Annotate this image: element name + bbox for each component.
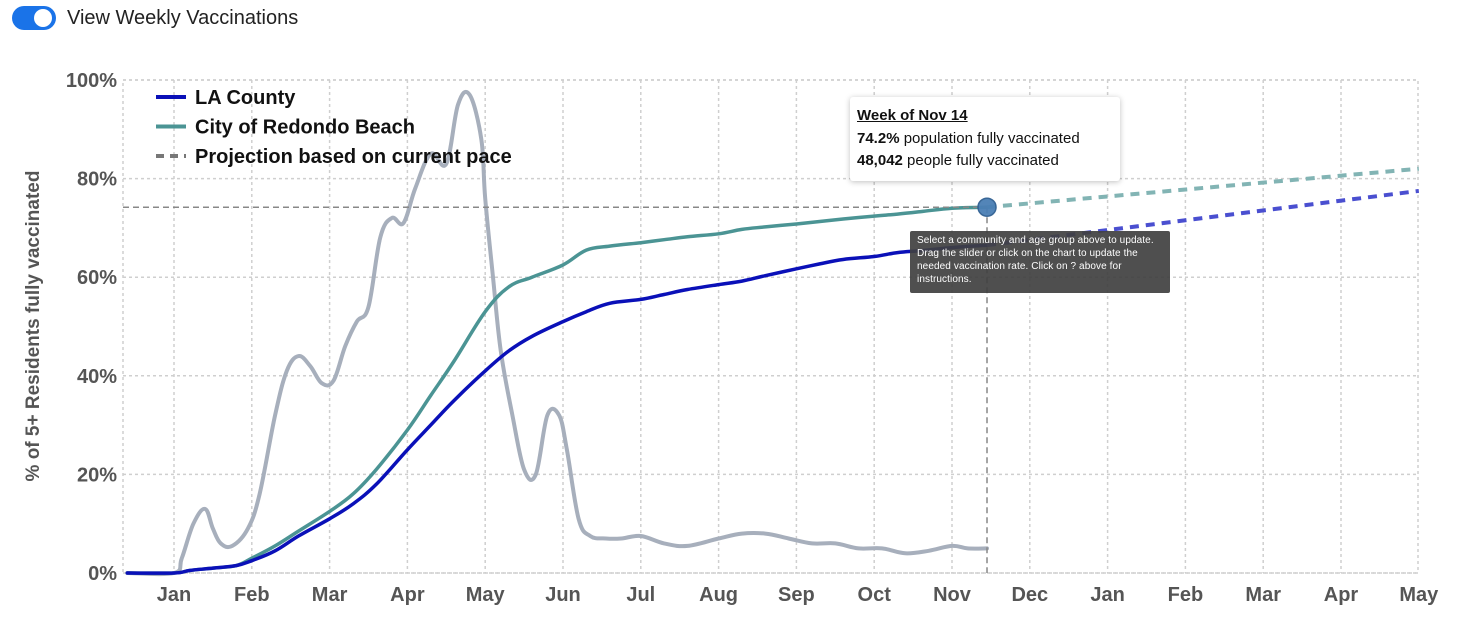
y-tick-label: 100%	[66, 70, 117, 92]
toggle-label: View Weekly Vaccinations	[67, 6, 299, 29]
tooltip-percent-text: population fully vaccinated	[899, 130, 1080, 147]
current-week-marker[interactable]	[977, 197, 997, 217]
y-tick-label: 80%	[77, 169, 117, 191]
x-tick-label: Sep	[778, 584, 815, 606]
weekly-vaccinations-toggle[interactable]	[12, 6, 56, 30]
y-tick-label: 60%	[77, 267, 117, 289]
x-tick-label: Nov	[933, 584, 972, 606]
toggle-knob	[34, 9, 52, 27]
tooltip-percent-value: 74.2%	[857, 130, 900, 147]
x-tick-label: May	[466, 584, 506, 606]
legend-label: LA County	[195, 87, 296, 109]
grid	[122, 79, 1419, 574]
x-tick-label: May	[1399, 584, 1439, 606]
x-tick-label: Mar	[312, 584, 348, 606]
tooltip-people-value: 48,042	[857, 152, 903, 169]
tooltip-percent-row: 74.2% population fully vaccinated	[857, 130, 1113, 147]
x-tick-label: Jan	[1090, 584, 1124, 606]
y-tick-label: 0%	[88, 563, 117, 585]
x-tick-label: Apr	[390, 584, 425, 606]
x-tick-label: Mar	[1245, 584, 1281, 606]
instruction-help-box: Select a community and age group above t…	[910, 231, 1170, 293]
tooltip-people-text: people fully vaccinated	[902, 152, 1059, 169]
x-tick-label: Aug	[699, 584, 738, 606]
weekly-vaccinations-toggle-row: View Weekly Vaccinations	[12, 4, 298, 32]
x-tick-label: Feb	[234, 584, 270, 606]
x-tick-label: Feb	[1168, 584, 1204, 606]
legend: LA County City of Redondo Beach Projection…	[156, 87, 512, 168]
series-line-weekly-vaccinations	[125, 89, 989, 577]
series-line-city-of-redondo-beach	[125, 205, 989, 575]
x-tick-label: Jun	[545, 584, 581, 606]
y-tick-label: 20%	[77, 464, 117, 486]
tooltip-week: Week of Nov 14	[857, 107, 968, 124]
x-tick-label: Jan	[157, 584, 191, 606]
hover-tooltip: Week of Nov 14 74.2% population fully va…	[850, 97, 1120, 181]
series-line-la-county	[125, 243, 989, 575]
x-tick-label: Dec	[1011, 584, 1048, 606]
projection-line-city-of-redondo-beach-projection	[986, 166, 1419, 210]
x-tick-label: Jul	[626, 584, 655, 606]
legend-label: Projection based on current pace	[195, 146, 512, 168]
legend-label: City of Redondo Beach	[195, 117, 415, 139]
x-tick-label: Apr	[1324, 584, 1359, 606]
x-tick-label: Oct	[858, 584, 892, 606]
y-axis-label: % of 5+ Residents fully vaccinated	[23, 171, 44, 482]
y-tick-label: 40%	[77, 366, 117, 388]
axes: 0% 20% 40% 60% 80% 100% Jan Feb Mar Apr May Jun Jul A…	[23, 70, 1439, 606]
tooltip-people-row: 48,042 people fully vaccinated	[857, 152, 1113, 169]
